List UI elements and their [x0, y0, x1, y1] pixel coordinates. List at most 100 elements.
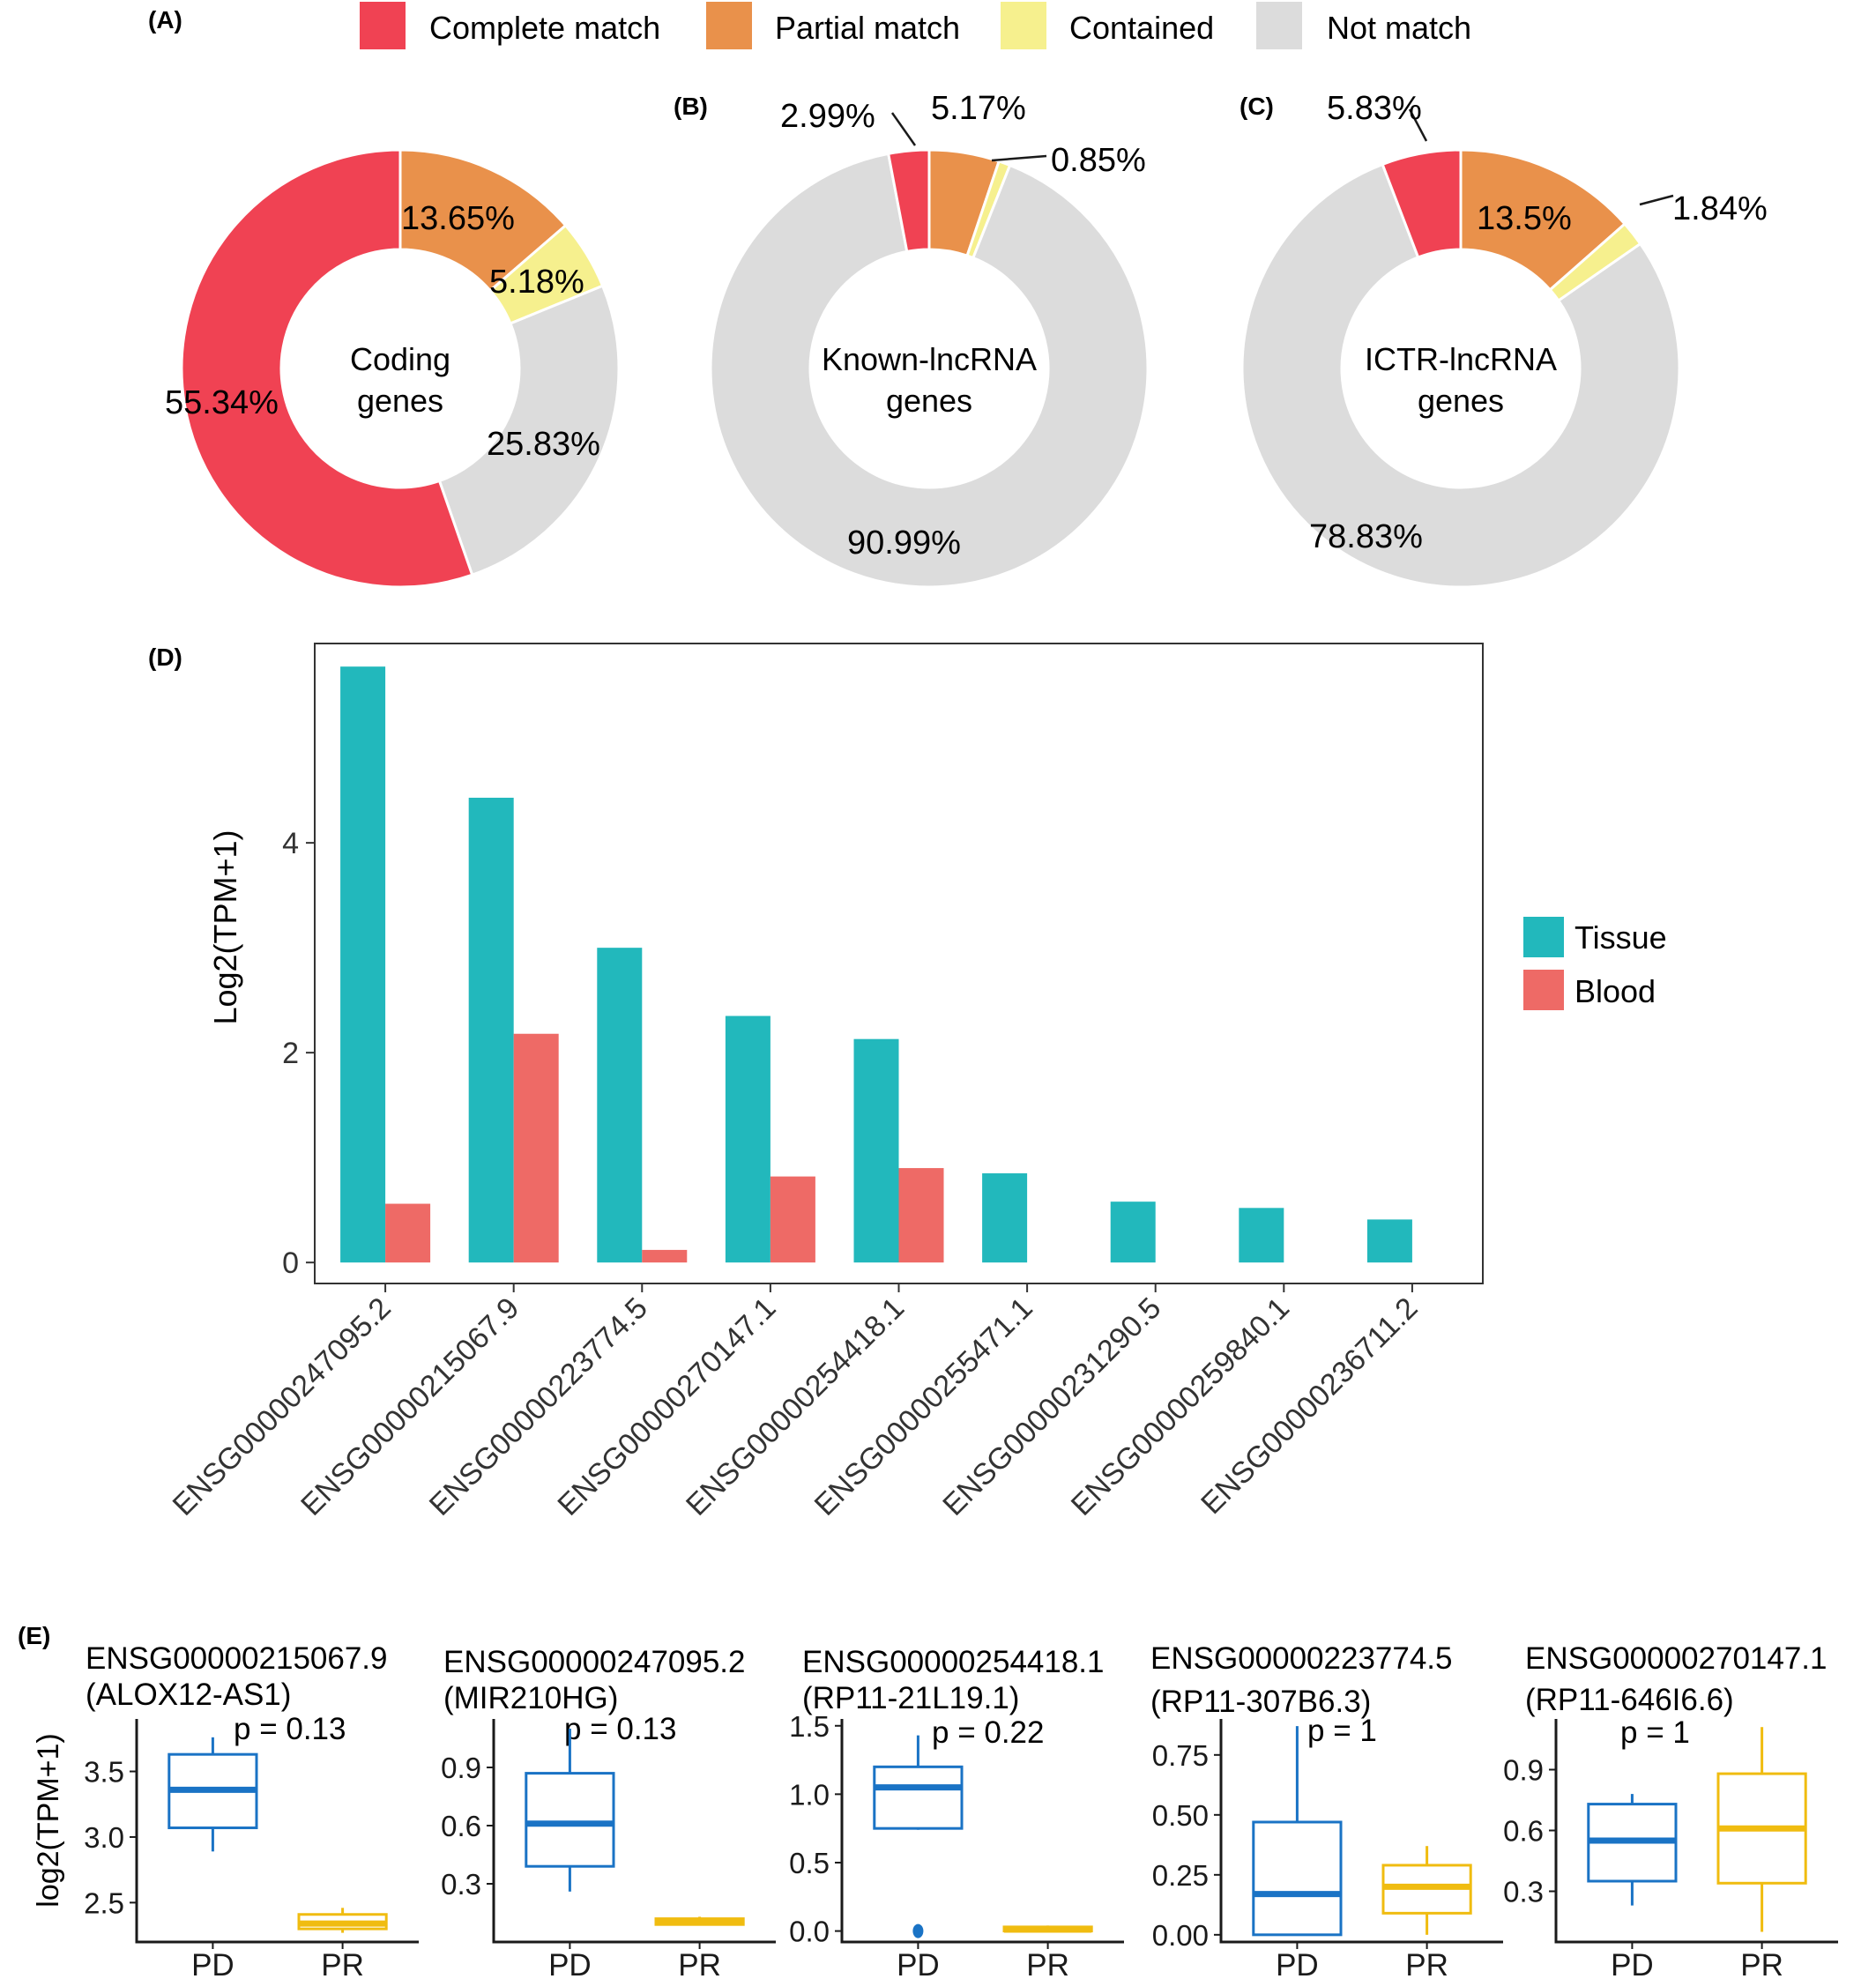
- y-tick-label: 0.6: [1503, 1815, 1544, 1848]
- y-tick-label: 1.5: [789, 1710, 830, 1743]
- y-tick-label: 0.0: [789, 1916, 830, 1948]
- x-tick-label-pd: PD: [1611, 1948, 1654, 1979]
- x-tick-label: ENSG00000255471.1: [808, 1291, 1039, 1522]
- subplot-title-line1: ENSG00000270147.1: [1525, 1641, 1828, 1676]
- boxplot-5: ENSG00000270147.1 (RP11-646I6.6) p = 1 0…: [1503, 1641, 1838, 1979]
- subplot-title-line2: (MIR210HG): [443, 1681, 618, 1715]
- box-pd: [873, 1765, 964, 1830]
- subplot-title-line2: (RP11-307B6.3): [1150, 1685, 1371, 1719]
- subplot-title-line2: (RP11-21L19.1): [802, 1681, 1019, 1715]
- bar-blood: [770, 1176, 815, 1263]
- x-tick-label-pr: PR: [678, 1948, 721, 1979]
- y-tick-label: 0.00: [1152, 1919, 1209, 1952]
- x-tick-label-pd: PD: [1276, 1948, 1319, 1979]
- boxplot-panel-e: log2(TPM+1) ENSG00000215067.9 (ALOX12-AS…: [32, 1641, 1838, 1979]
- leader-line: [890, 112, 917, 146]
- donut-center-line1: Known-lncRNA: [822, 341, 1037, 377]
- slice-label-partial: 5.17%: [931, 90, 1026, 127]
- y-tick-label: 3.5: [84, 1756, 124, 1789]
- legend-swatch-complete: [360, 2, 406, 49]
- subplot-title-line1: ENSG00000215067.9: [86, 1641, 388, 1676]
- slice-label-contained: 5.18%: [489, 264, 584, 301]
- y-tick-label: 4: [282, 827, 299, 860]
- donut-slice-complete-match: [1381, 148, 1463, 259]
- y-tick-label: 0.9: [1503, 1754, 1544, 1787]
- bar-tissue: [725, 1016, 770, 1263]
- leader-line: [1639, 194, 1674, 206]
- x-tick-label-pr: PR: [321, 1948, 364, 1979]
- legend-swatch-tissue: [1523, 917, 1564, 957]
- donut-slices: [1240, 148, 1681, 589]
- p-value: p = 1: [1620, 1715, 1690, 1750]
- bar-blood: [642, 1249, 688, 1263]
- x-tick-label: ENSG00000231290.5: [936, 1291, 1167, 1522]
- donut-slice-not-match: [709, 152, 1150, 589]
- y-tick-label: 0.25: [1152, 1859, 1209, 1892]
- donut-slice-complete-match: [886, 148, 931, 254]
- legend-label-partial: Partial match: [775, 10, 960, 46]
- bar-legend: Tissue Blood: [1523, 917, 1667, 1010]
- boxplot-3: ENSG00000254418.1 (RP11-21L19.1) p = 0.2…: [789, 1645, 1124, 1979]
- slice-label-complete: 5.83%: [1327, 90, 1422, 127]
- bar-tissue: [982, 1173, 1028, 1263]
- bar-tissue: [853, 1038, 899, 1263]
- slice-label-contained: 1.84%: [1672, 190, 1768, 227]
- donut-slices: [180, 148, 621, 589]
- slice-label-notmatch: 90.99%: [847, 525, 961, 562]
- y-tick-label: 0.5: [789, 1847, 830, 1879]
- bar-tissue: [1110, 1202, 1156, 1263]
- y-axis-title: log2(TPM+1): [32, 1733, 65, 1907]
- donut-center-line1: Coding: [350, 341, 450, 377]
- y-tick-label: 0: [282, 1246, 299, 1280]
- x-tick-label-pd: PD: [548, 1948, 592, 1979]
- panel-label-c: (C): [1240, 93, 1274, 120]
- x-tick-label: ENSG00000270147.1: [551, 1291, 782, 1522]
- top-legend: Complete match Partial match Contained N…: [360, 2, 1471, 49]
- y-tick-label: 1.0: [789, 1778, 830, 1811]
- axis-lines: [492, 1719, 776, 1944]
- donut-center-line1: ICTR-lncRNA: [1365, 341, 1557, 377]
- y-tick-label: 0.6: [441, 1810, 481, 1842]
- outlier-pd: [912, 1923, 924, 1938]
- bar-tissue: [1239, 1208, 1284, 1263]
- x-tick-label-pd: PD: [191, 1948, 234, 1979]
- p-value: p = 0.13: [234, 1712, 346, 1746]
- x-tick-label-pr: PR: [1740, 1948, 1783, 1979]
- donut-slice-complete-match: [180, 148, 474, 589]
- legend-label-notmatch: Not match: [1327, 10, 1471, 46]
- donut-center-line2: genes: [357, 383, 443, 419]
- donut-slice-partial-match: [398, 148, 568, 293]
- bar-blood: [898, 1168, 944, 1263]
- donut-center-line2: genes: [1418, 383, 1504, 419]
- axis-lines: [135, 1719, 419, 1944]
- p-value: p = 0.13: [564, 1712, 676, 1746]
- boxplot-1: ENSG00000215067.9 (ALOX12-AS1) p = 0.13 …: [84, 1641, 419, 1979]
- donut-chart-b: 5.17% 0.85% 90.99% 2.99% Known-lncRNA ge…: [709, 90, 1150, 589]
- legend-label-tissue: Tissue: [1574, 919, 1667, 956]
- donut-slices: [709, 148, 1150, 589]
- panel-label-b: (B): [674, 93, 708, 120]
- y-tick-label: 2.5: [84, 1886, 124, 1919]
- subplot-title-line1: ENSG00000254418.1: [802, 1645, 1105, 1679]
- bar-tissue: [468, 797, 514, 1263]
- slice-label-complete: 2.99%: [780, 98, 875, 135]
- axis-lines: [1554, 1719, 1838, 1944]
- axis-lines: [1219, 1719, 1503, 1944]
- bar-blood: [385, 1203, 431, 1263]
- donut-chart-c: 13.5% 1.84% 78.83% 5.83% ICTR-lncRNA gen…: [1240, 90, 1768, 589]
- x-tick-label: ENSG00000223774.5: [423, 1291, 654, 1522]
- bar-chart-d: Log2(TPM+1) 024ENSG00000247095.2ENSG0000…: [167, 643, 1484, 1522]
- y-tick-label: 2: [282, 1037, 299, 1070]
- legend-swatch-blood: [1523, 970, 1564, 1010]
- donut-chart-a: 13.65% 5.18% 25.83% 55.34% Coding genes: [165, 148, 621, 589]
- legend-label-contained: Contained: [1069, 10, 1214, 46]
- donut-slice-not-match: [437, 284, 621, 577]
- slice-label-partial: 13.65%: [401, 200, 515, 237]
- x-tick-label-pd: PD: [897, 1948, 940, 1979]
- bar-tissue: [597, 948, 643, 1263]
- subplot-title-line1: ENSG00000223774.5: [1150, 1641, 1453, 1676]
- legend-swatch-notmatch: [1256, 2, 1302, 49]
- box-pd: [1252, 1820, 1343, 1937]
- donut-center-line2: genes: [886, 383, 972, 419]
